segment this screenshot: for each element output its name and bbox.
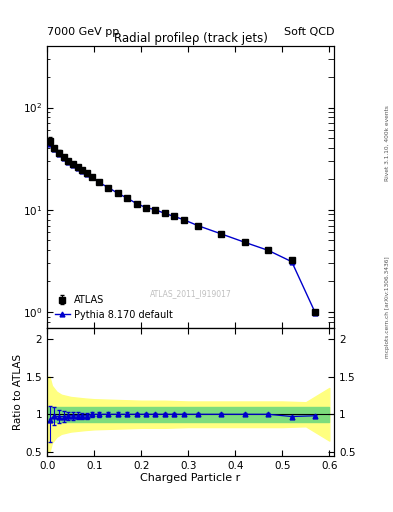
Pythia 8.170 default [153, 207, 158, 213]
Text: Soft QCD: Soft QCD [284, 27, 334, 37]
Pythia 8.170 default [52, 146, 57, 153]
Pythia 8.170 default [75, 165, 80, 172]
Pythia 8.170 default [313, 310, 318, 316]
Pythia 8.170 default [66, 159, 71, 165]
Pythia 8.170 default [125, 195, 129, 201]
Pythia 8.170 default [71, 162, 75, 168]
Pythia 8.170 default [97, 179, 101, 185]
Pythia 8.170 default [57, 151, 61, 157]
Pythia 8.170 default [181, 217, 186, 223]
Pythia 8.170 default [80, 168, 85, 174]
Pythia 8.170 default [85, 170, 90, 177]
Pythia 8.170 default [116, 190, 120, 196]
Line: Pythia 8.170 default: Pythia 8.170 default [47, 141, 318, 315]
Pythia 8.170 default [219, 231, 224, 237]
Pythia 8.170 default [134, 200, 139, 206]
Pythia 8.170 default [172, 214, 176, 220]
Pythia 8.170 default [162, 210, 167, 217]
Pythia 8.170 default [61, 155, 66, 161]
Pythia 8.170 default [47, 141, 52, 147]
Text: mcplots.cern.ch [arXiv:1306.3436]: mcplots.cern.ch [arXiv:1306.3436] [385, 257, 389, 358]
Text: Rivet 3.1.10, 400k events: Rivet 3.1.10, 400k events [385, 105, 389, 181]
Legend: ATLAS, Pythia 8.170 default: ATLAS, Pythia 8.170 default [52, 292, 176, 323]
Pythia 8.170 default [143, 204, 148, 210]
X-axis label: Charged Particle r: Charged Particle r [140, 473, 241, 483]
Pythia 8.170 default [195, 223, 200, 229]
Pythia 8.170 default [289, 259, 294, 265]
Pythia 8.170 default [90, 174, 94, 180]
Pythia 8.170 default [242, 239, 247, 245]
Pythia 8.170 default [266, 247, 270, 253]
Title: Radial profileρ (track jets): Radial profileρ (track jets) [114, 32, 268, 45]
Pythia 8.170 default [106, 184, 111, 190]
Text: ATLAS_2011_I919017: ATLAS_2011_I919017 [150, 289, 231, 298]
Y-axis label: Ratio to ATLAS: Ratio to ATLAS [13, 354, 23, 430]
Text: 7000 GeV pp: 7000 GeV pp [47, 27, 119, 37]
